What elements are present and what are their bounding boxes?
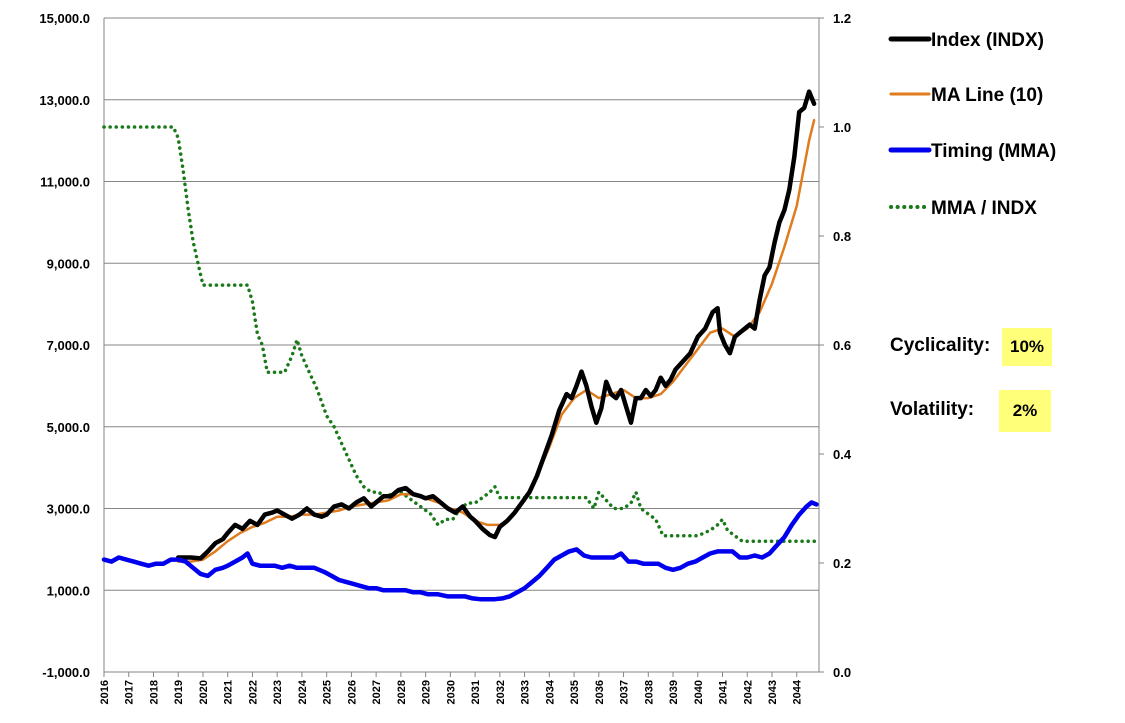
x-tick-label: 2031 xyxy=(470,680,482,704)
x-tick-label: 2044 xyxy=(792,679,804,704)
y-tick-label-left: 9,000.0 xyxy=(47,256,90,271)
legend-ma-line-label: MA Line (10) xyxy=(931,85,1043,106)
x-tick-label: 2041 xyxy=(718,680,730,704)
y-tick-label-left: -1,000.0 xyxy=(42,665,90,680)
y-tick-label-right: 0.6 xyxy=(833,338,851,353)
volatility-label: Volatility: xyxy=(890,399,975,420)
legend-index-label: Index (INDX) xyxy=(931,30,1044,51)
x-tick-label: 2033 xyxy=(520,680,532,704)
mma-indx-series-line xyxy=(102,125,819,543)
x-tick-label: 2026 xyxy=(346,680,358,704)
gridlines xyxy=(104,17,819,673)
x-tick-label: 2035 xyxy=(569,680,581,704)
x-tick-label: 2029 xyxy=(421,680,433,704)
x-tick-label: 2042 xyxy=(742,680,754,704)
x-tick-label: 2019 xyxy=(173,680,185,704)
index-series-line xyxy=(175,89,817,561)
y-tick-label-left: 1,000.0 xyxy=(47,583,90,598)
y-tick-label-right: 0.0 xyxy=(833,665,851,680)
x-tick-label: 2039 xyxy=(668,680,680,704)
x-tick-label: 2036 xyxy=(594,680,606,704)
y-tick-label-right: 1.0 xyxy=(833,120,851,135)
cyclicality-value: 10% xyxy=(1002,328,1052,366)
y-tick-label-right: 0.8 xyxy=(833,229,851,244)
y-tick-label-left: 13,000.0 xyxy=(39,93,90,108)
cyclicality-label: Cyclicality: xyxy=(890,335,991,356)
timing-series-line xyxy=(101,500,819,602)
y-tick-label-left: 5,000.0 xyxy=(47,420,90,435)
legend-mma-indx-label: MMA / INDX xyxy=(931,198,1037,219)
x-tick-label: 2021 xyxy=(223,680,235,704)
x-tick-label: 2020 xyxy=(198,680,210,704)
y-tick-label-right: 0.2 xyxy=(833,556,851,571)
x-tick-label: 2024 xyxy=(297,679,309,704)
x-tick-label: 2032 xyxy=(495,680,507,704)
x-tick-label: 2040 xyxy=(693,680,705,704)
x-tick-label: 2017 xyxy=(124,680,136,704)
x-tick-label: 2016 xyxy=(99,680,111,704)
y-tick-label-left: 7,000.0 xyxy=(47,338,90,353)
series-lines xyxy=(101,89,819,602)
y-tick-label-left: 11,000.0 xyxy=(40,175,90,190)
y-tick-label-left: 15,000.0 xyxy=(39,11,90,26)
legend-timing-label: Timing (MMA) xyxy=(931,141,1056,162)
x-tick-label: 2037 xyxy=(619,680,631,704)
volatility-value: 2% xyxy=(999,390,1051,432)
x-tick-label: 2027 xyxy=(371,680,383,704)
x-tick-label: 2034 xyxy=(544,679,556,704)
x-tick-label: 2028 xyxy=(396,680,408,704)
x-tick-label: 2022 xyxy=(247,680,259,704)
y-tick-label-right: 1.2 xyxy=(833,11,851,26)
x-tick-label: 2038 xyxy=(643,680,655,704)
x-tick-label: 2025 xyxy=(322,680,334,704)
y-tick-label-left: 3,000.0 xyxy=(47,502,90,517)
x-tick-label: 2018 xyxy=(148,680,160,704)
legend: Index (INDX) MA Line (10) Timing (MMA) MMA … xyxy=(888,30,1056,219)
axes: -1,000.0 1,000.0 3,000.0 5,000.0 7,000.0 9,00… xyxy=(39,11,851,704)
x-tick-label: 2043 xyxy=(767,680,779,704)
x-tick-label: 2030 xyxy=(445,680,457,704)
x-tick-label: 2023 xyxy=(272,680,284,704)
ma-line-series-line xyxy=(176,118,816,563)
y-tick-label-right: 0.4 xyxy=(833,447,852,462)
